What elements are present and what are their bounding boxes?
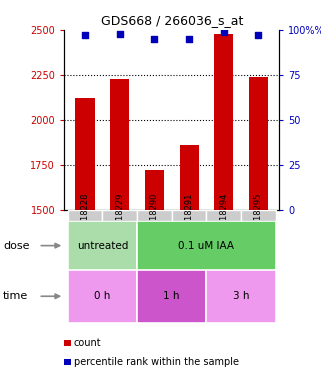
Bar [172, 210, 206, 221]
Point [117, 31, 122, 37]
Text: count: count [74, 338, 101, 348]
Text: 3 h: 3 h [233, 291, 249, 301]
Text: GSM18291: GSM18291 [185, 193, 194, 238]
Bar [214, 34, 233, 375]
Text: 1 h: 1 h [163, 291, 180, 301]
Bar [137, 221, 276, 270]
Bar [75, 98, 95, 375]
Bar [249, 77, 268, 375]
Text: 0 h: 0 h [94, 291, 110, 301]
Bar [68, 221, 137, 270]
Bar [179, 145, 199, 375]
Bar [137, 210, 172, 221]
Point [221, 29, 226, 35]
Point [152, 36, 157, 42]
Point [187, 36, 192, 42]
Text: time: time [3, 291, 29, 301]
Text: GSM18228: GSM18228 [81, 193, 90, 238]
Text: untreated: untreated [77, 241, 128, 250]
Text: 0.1 uM IAA: 0.1 uM IAA [178, 241, 234, 250]
Bar [68, 210, 102, 221]
Bar [110, 79, 129, 375]
Text: percentile rank within the sample: percentile rank within the sample [74, 357, 239, 367]
Bar [102, 210, 137, 221]
Bar [206, 270, 276, 322]
Bar [145, 170, 164, 375]
Bar [206, 210, 241, 221]
Text: GSM18290: GSM18290 [150, 193, 159, 238]
Point [256, 32, 261, 38]
Title: GDS668 / 266036_s_at: GDS668 / 266036_s_at [100, 15, 243, 27]
Bar [137, 270, 206, 322]
Text: dose: dose [3, 241, 30, 250]
Text: GSM18229: GSM18229 [115, 193, 124, 238]
Text: GSM18294: GSM18294 [219, 193, 228, 238]
Point [82, 32, 88, 38]
Bar [241, 210, 276, 221]
Text: GSM18295: GSM18295 [254, 193, 263, 238]
Bar [68, 270, 137, 322]
